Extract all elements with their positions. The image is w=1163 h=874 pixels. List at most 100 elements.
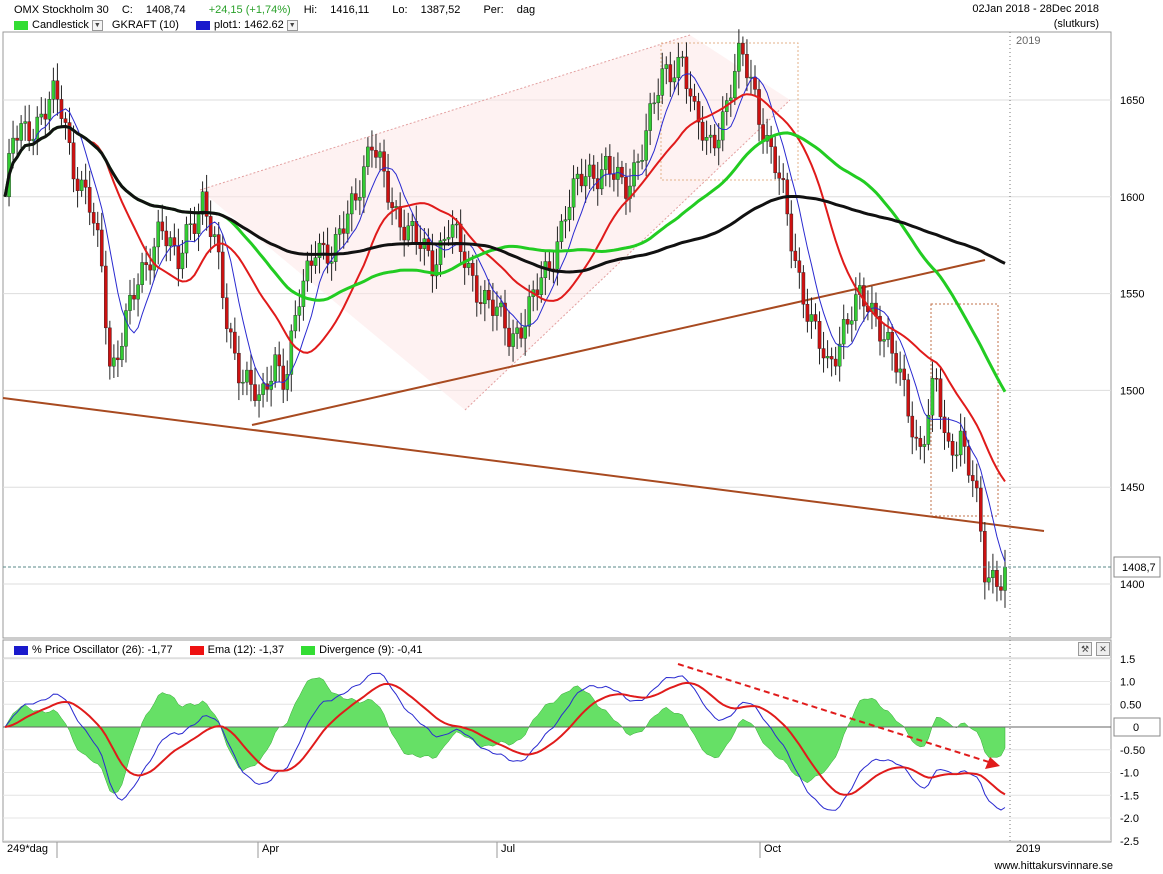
candle-body: [704, 137, 709, 141]
price-tick-label: 1500: [1120, 385, 1144, 397]
candle-body: [741, 42, 745, 55]
candle-body: [987, 577, 991, 583]
candle-body: [757, 89, 761, 125]
candle-body: [970, 475, 975, 482]
candle-body: [656, 95, 661, 104]
candle-body: [265, 383, 269, 390]
channel-upper: [199, 34, 691, 191]
candle-body: [696, 101, 701, 123]
candle-body: [83, 179, 88, 188]
candle-body: [825, 356, 830, 359]
candle-body: [241, 381, 245, 384]
price-panel-frame: [2, 31, 1112, 639]
candle-body: [285, 374, 290, 390]
close-value: 1408,74: [145, 4, 186, 16]
legend-candlestick[interactable]: Candlestick: [32, 19, 89, 31]
candle-body: [829, 356, 834, 360]
candle-body: [414, 221, 419, 243]
channel-lower: [464, 99, 791, 411]
candle-body: [51, 80, 56, 100]
candle-body: [75, 178, 80, 191]
candle-body: [112, 357, 116, 367]
candle-body: [253, 384, 257, 401]
candle-body: [805, 303, 810, 322]
period-count: 249*dag: [7, 843, 48, 855]
candle-body: [358, 197, 362, 201]
candle-body: [132, 294, 136, 300]
candle-body: [261, 383, 265, 395]
close-label: C:: [121, 4, 133, 16]
candle-body: [942, 416, 947, 434]
date-range-box: 02Jan 2018 - 28Dec 2018 (slutkurs): [972, 2, 1099, 32]
candle-body: [620, 166, 624, 178]
candle-body: [636, 161, 640, 163]
ema-line: [4, 681, 1006, 796]
ma-red-line: [4, 93, 1006, 482]
candle-body: [845, 319, 850, 325]
candle-body: [926, 414, 931, 445]
candle-body: [849, 320, 854, 325]
candle-body: [188, 223, 193, 225]
dropdown-arrow-icon[interactable]: ▼: [91, 19, 103, 31]
osc-tick-label: 1.0: [1120, 677, 1135, 689]
candle-body: [579, 173, 584, 187]
candle-body: [19, 123, 23, 141]
candle-body: [878, 315, 882, 342]
arrowhead: [985, 757, 1000, 769]
candle-body: [196, 214, 201, 234]
candle-body: [809, 314, 814, 322]
candle-body: [729, 97, 733, 101]
candle-body: [172, 237, 177, 247]
candle-body: [575, 173, 580, 179]
candlestick-swatch: [14, 20, 28, 30]
candle-body: [503, 302, 507, 329]
x-label-oct: Oct: [764, 843, 782, 855]
candle-body: [168, 237, 173, 247]
dropdown-arrow-icon[interactable]: ▼: [286, 19, 298, 31]
candle-body: [563, 219, 568, 222]
candle-body: [495, 306, 499, 316]
candle-body: [245, 369, 249, 383]
candle-body: [761, 124, 765, 142]
brand-label: www.hittakursvinnare.se: [994, 860, 1113, 872]
price-legend: Candlestick ▼ GKRAFT (10) plot1: 1462.62 ▼: [14, 18, 304, 32]
candle-body: [910, 415, 915, 438]
legend-plot1[interactable]: plot1: 1462.62: [214, 19, 284, 31]
period-value: dag: [516, 4, 536, 16]
channel-shade: [200, 35, 790, 410]
candle-body: [966, 446, 971, 476]
low-label: Lo:: [392, 4, 408, 16]
candle-body: [116, 357, 120, 361]
candle-body: [220, 251, 225, 298]
legend-divergence[interactable]: Divergence (9): -0,41: [319, 644, 423, 656]
candle-body: [692, 95, 697, 102]
candle-body: [104, 265, 108, 329]
legend-ema[interactable]: Ema (12): -1,37: [207, 644, 285, 656]
candle-body: [293, 315, 298, 332]
candle-body: [555, 241, 560, 270]
wrench-icon[interactable]: ⚒: [1078, 642, 1092, 656]
candle-body: [886, 331, 890, 340]
candle-body: [640, 160, 644, 162]
close-icon[interactable]: ✕: [1096, 642, 1110, 656]
candlesticks: [7, 29, 1007, 608]
period-label: Per:: [483, 4, 504, 16]
x-label-apr: Apr: [262, 843, 280, 855]
chart-header: OMX Stockholm 30 C: 1408,74 +24,15 (+1,7…: [14, 2, 555, 18]
candle-body: [894, 353, 898, 373]
price-tick-label: 1600: [1120, 192, 1144, 204]
legend-gkraft[interactable]: GKRAFT (10): [111, 19, 179, 31]
candle-body: [341, 228, 346, 234]
candle-body: [63, 118, 68, 123]
candle-body: [1003, 566, 1007, 591]
candle-body: [583, 176, 588, 187]
candle-body: [374, 150, 378, 158]
candle-body: [773, 146, 777, 174]
legend-price-oscillator[interactable]: % Price Oscillator (26): -1,77: [32, 644, 173, 656]
candle-body: [483, 290, 487, 304]
candle-body: [688, 88, 693, 97]
candle-body: [914, 436, 919, 439]
candle-body: [277, 354, 281, 367]
candle-body: [487, 290, 491, 301]
candle-body: [91, 212, 96, 224]
